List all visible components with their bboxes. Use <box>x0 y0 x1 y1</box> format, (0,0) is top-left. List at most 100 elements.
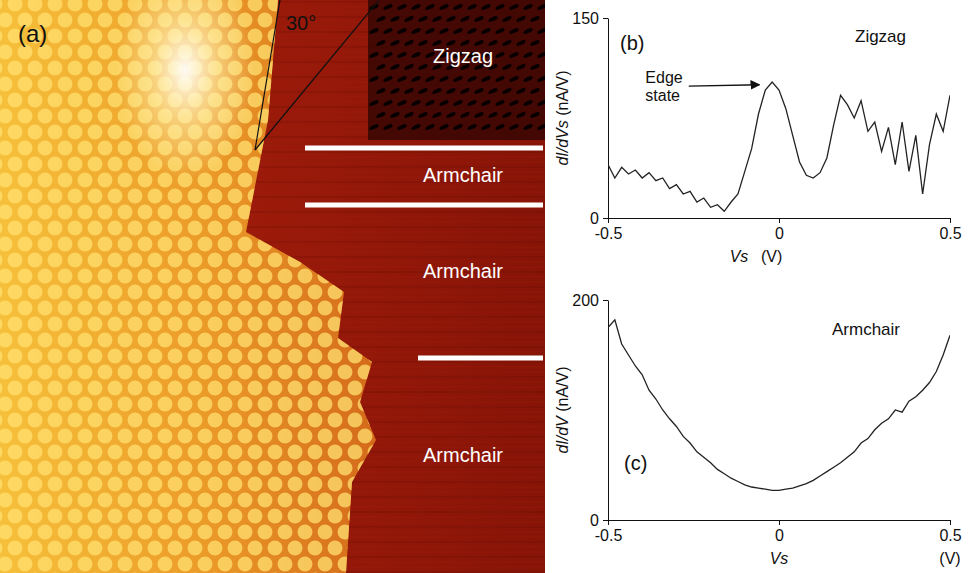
atom <box>278 557 293 572</box>
atom <box>98 205 113 220</box>
atom <box>98 141 113 156</box>
atom <box>378 269 393 284</box>
atom <box>128 445 143 460</box>
atom <box>158 301 173 316</box>
atom <box>218 205 233 220</box>
atom <box>148 413 163 428</box>
atom <box>88 221 103 236</box>
atom <box>58 45 73 60</box>
atom <box>128 221 143 236</box>
atom <box>28 285 43 300</box>
atom <box>148 381 163 396</box>
atom <box>298 173 313 188</box>
zigzag-dash <box>425 75 436 83</box>
atom <box>228 221 243 236</box>
atom <box>328 381 343 396</box>
atom <box>98 525 113 540</box>
atom <box>358 429 373 444</box>
atom <box>38 269 53 284</box>
atom <box>258 525 273 540</box>
atom <box>48 285 63 300</box>
atom <box>368 381 383 396</box>
atom <box>38 237 53 252</box>
zigzag-dash <box>537 27 545 35</box>
atom <box>328 509 343 524</box>
atom <box>248 317 263 332</box>
zigzag-dash <box>404 87 415 95</box>
atom <box>228 509 243 524</box>
atom <box>78 557 93 572</box>
zigzag-dash <box>397 123 408 131</box>
atom <box>238 365 253 380</box>
atom <box>318 429 333 444</box>
atom <box>118 237 133 252</box>
atom <box>288 0 303 12</box>
atom <box>28 0 43 12</box>
atom <box>78 365 93 380</box>
atom <box>388 349 403 364</box>
atom <box>158 397 173 412</box>
zigzag-dash <box>474 15 485 23</box>
atom <box>228 349 243 364</box>
atom <box>28 93 43 108</box>
atom <box>78 525 93 540</box>
scan-line <box>240 192 545 193</box>
y-tick-label: 0 <box>590 210 599 227</box>
atom <box>28 253 43 268</box>
atom <box>248 381 263 396</box>
atom <box>308 189 323 204</box>
atom <box>368 509 383 524</box>
atom <box>118 173 133 188</box>
atom <box>108 477 123 492</box>
atom <box>308 93 323 108</box>
atom <box>78 141 93 156</box>
atom <box>328 349 343 364</box>
atom <box>18 365 33 380</box>
zigzag-dash <box>467 27 478 35</box>
atom <box>358 333 373 348</box>
atom <box>0 509 3 524</box>
atom <box>218 333 233 348</box>
atom <box>288 445 303 460</box>
zigzag-dash <box>481 99 492 107</box>
atom <box>368 125 383 140</box>
atom <box>88 317 103 332</box>
atom <box>368 413 383 428</box>
atom <box>28 61 43 76</box>
zigzag-dash <box>495 51 506 59</box>
atom <box>328 317 343 332</box>
atom <box>248 189 263 204</box>
atom <box>338 493 353 508</box>
atom <box>98 173 113 188</box>
atom <box>288 157 303 172</box>
atom <box>388 413 403 428</box>
atom <box>278 173 293 188</box>
atom <box>108 0 123 12</box>
zigzag-dash <box>369 75 380 83</box>
atom <box>0 413 3 428</box>
scan-line <box>240 157 545 158</box>
atom <box>188 285 203 300</box>
atom <box>338 269 353 284</box>
atom <box>58 333 73 348</box>
atom <box>328 413 343 428</box>
atom <box>148 317 163 332</box>
atom <box>148 189 163 204</box>
atom <box>298 237 313 252</box>
atom <box>378 493 393 508</box>
atom <box>118 141 133 156</box>
atom <box>48 477 63 492</box>
x-axis-title: Vs <box>770 550 789 567</box>
atom <box>98 45 113 60</box>
atom <box>38 109 53 124</box>
atom <box>198 237 213 252</box>
zigzag-dash <box>467 3 478 11</box>
atom <box>158 493 173 508</box>
atom <box>8 477 23 492</box>
atom <box>88 381 103 396</box>
atom <box>108 285 123 300</box>
atom <box>188 413 203 428</box>
atom <box>288 221 303 236</box>
atom <box>278 109 293 124</box>
edge-label: Zigzag <box>433 45 493 67</box>
